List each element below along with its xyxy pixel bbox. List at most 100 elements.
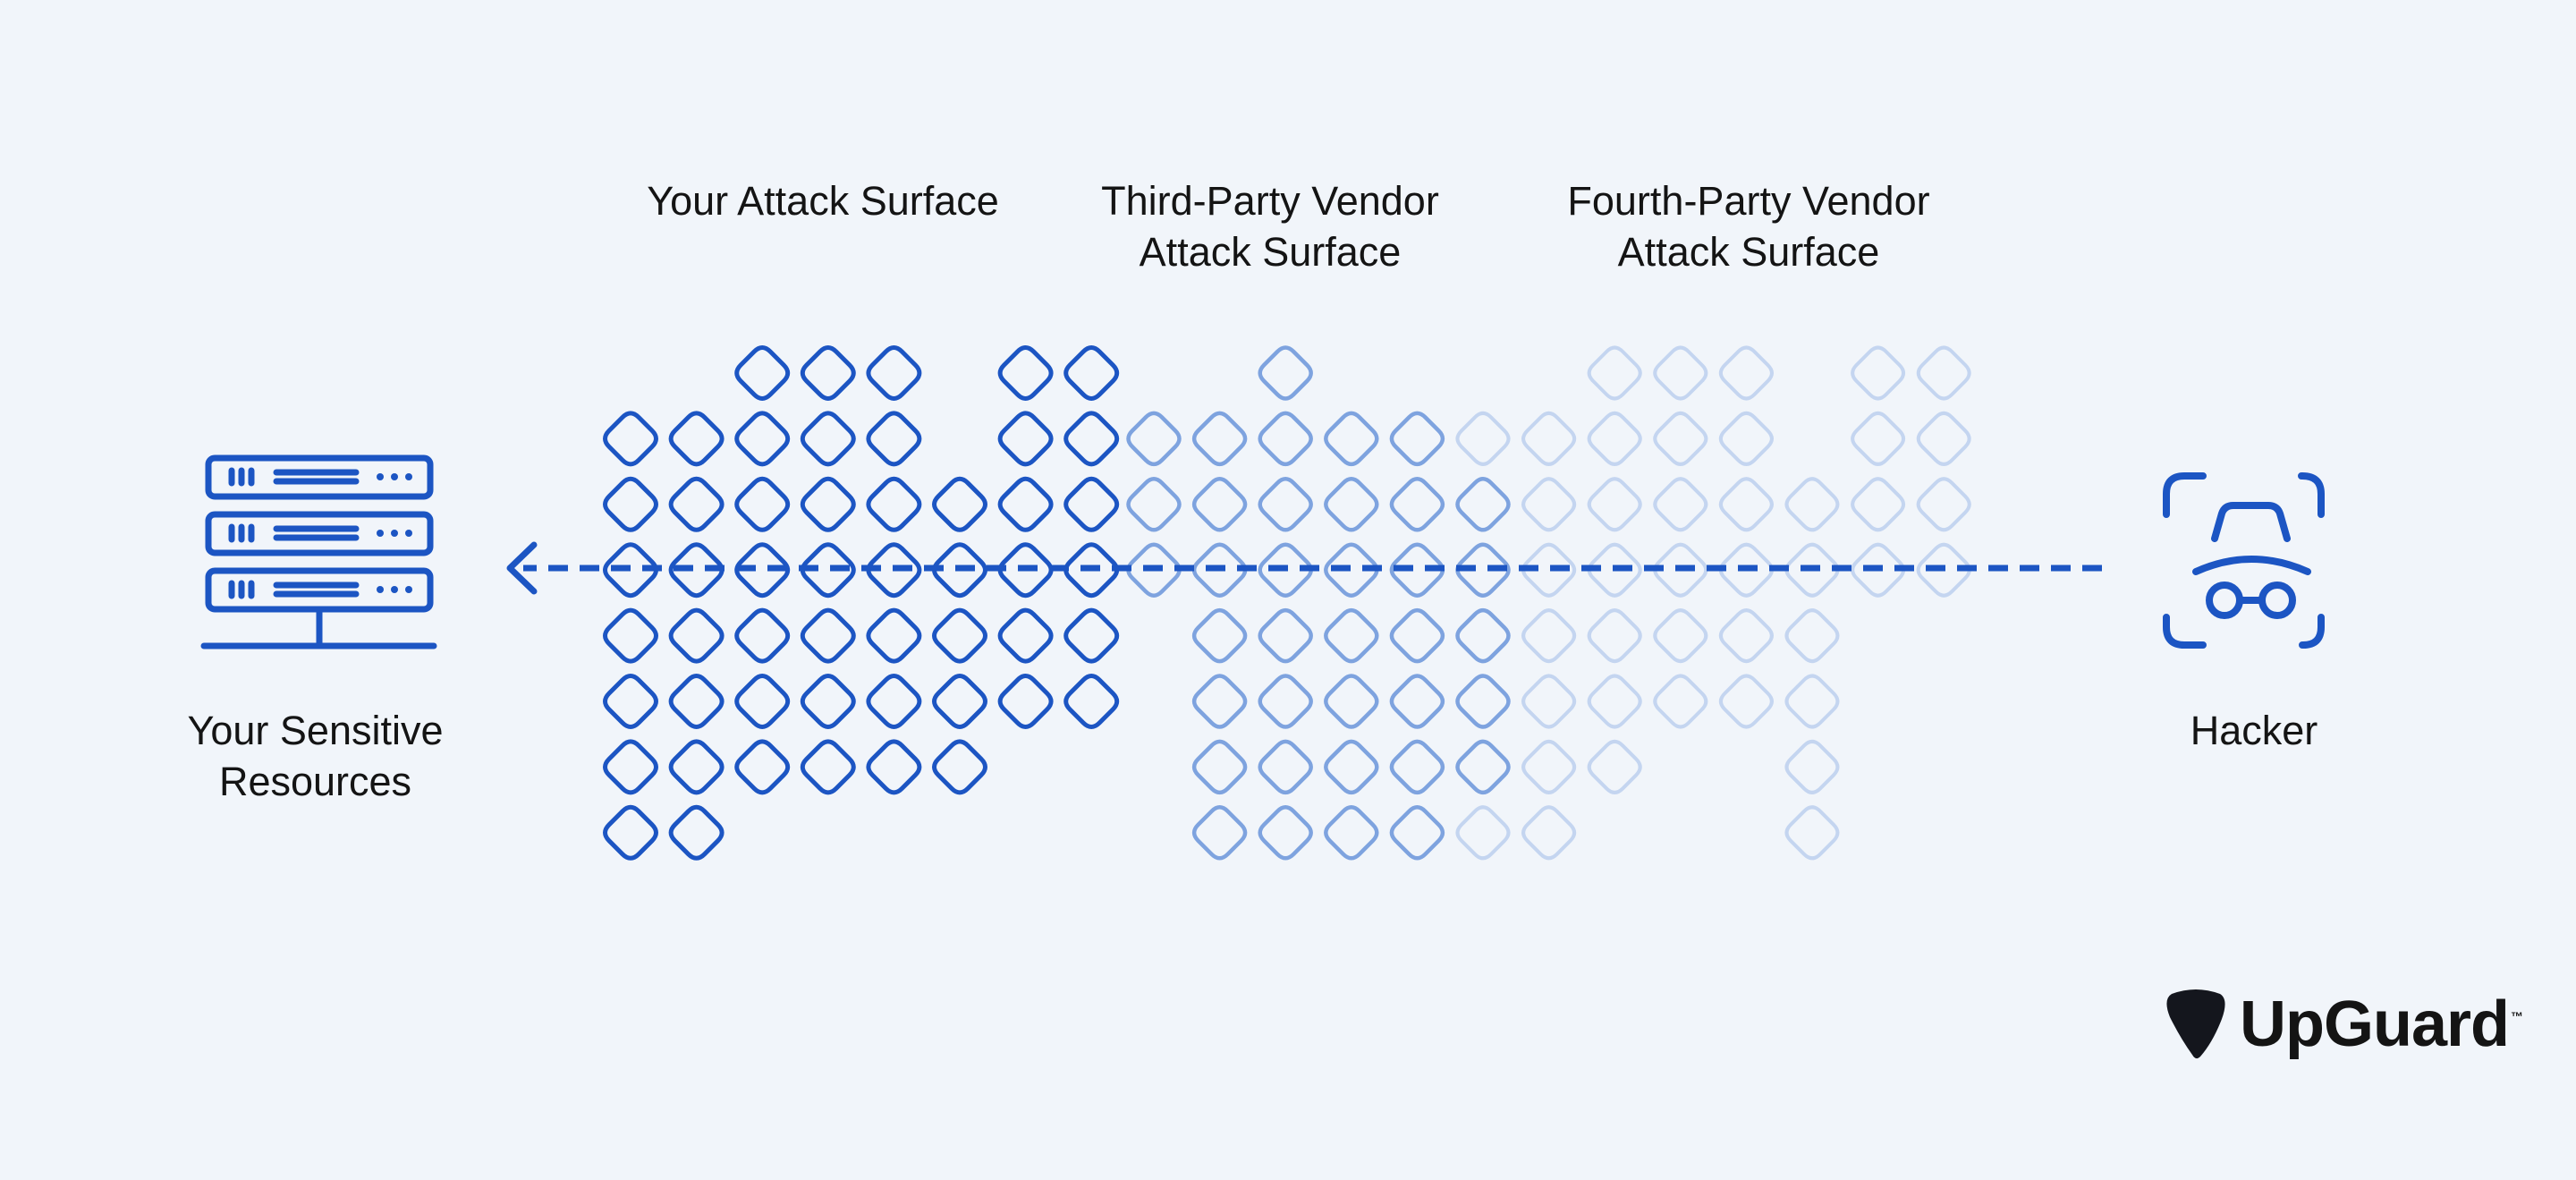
third-party-attack-surface-cell <box>1455 607 1511 664</box>
fourth-party-attack-surface-cell <box>1587 608 1642 664</box>
third-party-attack-surface-cell <box>1389 411 1445 467</box>
third-party-attack-surface-cell <box>1324 542 1379 598</box>
fourth-party-attack-surface-cell <box>1916 477 1971 532</box>
fourth-party-attack-surface-cell <box>1521 608 1577 664</box>
your-attack-surface-cell <box>866 411 922 467</box>
fourth-party-attack-surface-cell <box>1653 674 1708 729</box>
your-attack-surface-cell <box>866 345 922 401</box>
hacker-label-text: Hacker <box>2190 708 2318 753</box>
your-attack-surface-cell <box>734 739 791 795</box>
your-attack-surface-cell <box>734 411 791 467</box>
fourth-party-attack-surface-cell <box>1718 411 1774 466</box>
your-attack-surface-cell <box>997 542 1054 598</box>
third-party-attack-surface-cell <box>1258 674 1313 729</box>
fourth-party-attack-surface-cell <box>1916 345 1971 401</box>
fourth-party-attack-surface-cell <box>1784 608 1840 664</box>
upguard-wordmark: UpGuard ™ <box>2240 988 2523 1061</box>
fourth-party-attack-surface-cell <box>1916 411 1971 466</box>
trademark-symbol: ™ <box>2511 1009 2523 1023</box>
fourth-party-attack-surface-cell <box>1455 805 1511 861</box>
third-party-attack-surface-cell <box>1258 542 1313 598</box>
third-party-attack-surface-cell <box>1258 411 1313 467</box>
your-attack-surface-cell <box>866 607 922 664</box>
third-party-attack-surface-cell <box>1191 674 1248 729</box>
third-party-attack-surface-cell <box>1126 411 1182 467</box>
third-party-attack-surface-cell <box>1191 542 1248 598</box>
dashed-arrow-left-icon <box>506 541 2102 595</box>
your-attack-surface-cell <box>734 542 791 598</box>
third-party-attack-surface-cell <box>1126 477 1182 532</box>
your-attack-surface-cell <box>932 476 987 532</box>
server-status-dot <box>391 530 398 537</box>
your-attack-surface-cell <box>800 739 856 795</box>
third-party-attack-surface-cell <box>1455 739 1511 795</box>
fourth-party-attack-surface-cell <box>1455 477 1511 532</box>
third-party-attack-surface-cell <box>1191 477 1248 532</box>
fourth-party-attack-surface-cell <box>1784 542 1840 598</box>
fourth-party-attack-surface-cell <box>1718 345 1774 401</box>
third-party-attack-surface-cell <box>1455 477 1511 532</box>
your-attack-surface-cell <box>800 674 856 729</box>
your-attack-surface-cell <box>932 674 987 729</box>
your-attack-surface-cell <box>668 411 724 467</box>
server-status-dot <box>377 586 384 593</box>
fourth-party-attack-surface-cell <box>1851 411 1906 466</box>
fourth-party-attack-surface-cell <box>1653 608 1708 664</box>
your-attack-surface-cell <box>668 674 724 729</box>
your-attack-surface-cell <box>997 476 1054 532</box>
fourth-party-attack-surface-cell <box>1587 739 1642 794</box>
your-attack-surface-label: Your Attack Surface <box>644 175 1002 226</box>
your-attack-surface-cell <box>603 674 658 729</box>
your-attack-surface-cell <box>1063 345 1120 401</box>
resources-label-line2: Resources <box>218 759 412 804</box>
fourth-party-attack-surface-label: Fourth-Party Vendor Attack Surface <box>1547 175 1950 277</box>
sensitive-resources-label: Your Sensitive Resources <box>161 705 470 807</box>
your-attack-surface-cell <box>997 345 1054 401</box>
your-attack-surface-cell <box>932 542 987 598</box>
server-status-dot <box>377 530 384 537</box>
your-attack-surface-label-text: Your Attack Surface <box>647 178 999 224</box>
third-party-attack-surface-cell <box>1324 805 1379 861</box>
your-attack-surface-cell <box>603 804 658 861</box>
hacker-label: Hacker <box>2165 705 2343 756</box>
fourth-party-attack-surface-grid <box>1455 345 1971 861</box>
your-attack-surface-cell <box>1063 674 1120 729</box>
fourth-party-attack-surface-cell <box>1521 805 1577 861</box>
fourth-party-attack-surface-cell <box>1851 542 1906 598</box>
fourth-party-attack-surface-cell <box>1455 674 1511 729</box>
third-party-attack-surface-cell <box>1258 607 1313 664</box>
fourth-party-attack-surface-cell <box>1718 477 1774 532</box>
your-attack-surface-cell <box>603 607 658 664</box>
third-party-attack-surface-cell <box>1455 542 1511 598</box>
your-attack-surface-cell <box>603 476 658 532</box>
your-attack-surface-cell <box>800 542 856 598</box>
your-attack-surface-cell <box>866 674 922 729</box>
third-party-attack-surface-cell <box>1191 805 1248 861</box>
fourth-party-label-line1: Fourth-Party Vendor <box>1567 178 1930 224</box>
your-attack-surface-cell <box>734 674 791 729</box>
third-party-label-line2: Attack Surface <box>1139 229 1402 275</box>
your-attack-surface-cell <box>800 607 856 664</box>
fourth-party-attack-surface-cell <box>1653 542 1708 598</box>
your-attack-surface-cell <box>800 411 856 467</box>
your-attack-surface-cell <box>603 542 658 598</box>
fourth-party-attack-surface-cell <box>1587 542 1642 598</box>
third-party-attack-surface-cell <box>1191 607 1248 664</box>
your-attack-surface-cell <box>866 739 922 795</box>
third-party-attack-surface-cell <box>1389 542 1445 598</box>
fourth-party-attack-surface-cell <box>1587 345 1642 401</box>
third-party-attack-surface-cell <box>1126 542 1182 598</box>
your-attack-surface-cell <box>1063 411 1120 467</box>
fourth-party-attack-surface-cell <box>1455 411 1511 466</box>
your-attack-surface-cell <box>997 411 1054 467</box>
third-party-attack-surface-cell <box>1455 674 1511 729</box>
your-attack-surface-cell <box>800 476 856 532</box>
your-attack-surface-cell <box>668 607 724 664</box>
fourth-party-attack-surface-cell <box>1587 674 1642 729</box>
third-party-attack-surface-cell <box>1324 674 1379 729</box>
fourth-party-attack-surface-cell <box>1521 739 1577 794</box>
third-party-attack-surface-cell <box>1258 345 1313 401</box>
third-party-attack-surface-cell <box>1389 805 1445 861</box>
hacker-face-scan-icon <box>2163 472 2325 649</box>
